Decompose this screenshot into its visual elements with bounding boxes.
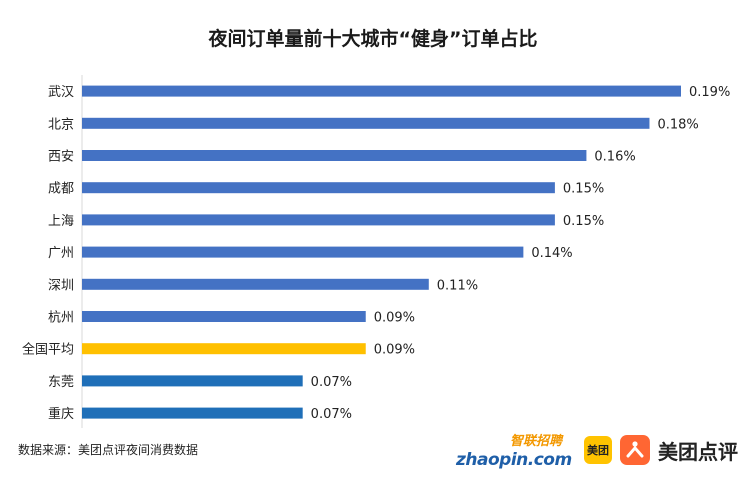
bar (82, 407, 303, 419)
bar (82, 117, 650, 129)
value-label: 0.19% (689, 85, 730, 100)
value-label: 0.15% (563, 182, 604, 197)
zhaopin-cn-text: 智联招聘 (509, 434, 562, 449)
chart-title: 夜间订单量前十大城市“健身”订单占比 (208, 28, 538, 50)
category-label: 东莞 (48, 375, 74, 390)
category-label: 全国平均 (22, 342, 74, 358)
value-label: 0.11% (437, 278, 478, 293)
source-note: 数据来源：美团点评夜间消费数据 (18, 443, 199, 457)
bar (82, 278, 429, 290)
category-label: 武汉 (48, 85, 74, 100)
zhaopin-logo: 智联招聘 zhaopin.com (456, 430, 576, 470)
bar (82, 311, 366, 322)
value-label: 0.07% (311, 407, 352, 422)
category-label: 深圳 (48, 278, 74, 293)
category-label: 西安 (48, 150, 74, 165)
bar (82, 246, 524, 258)
bar (82, 343, 366, 355)
meituan-badge: 美团 (584, 436, 612, 464)
value-label: 0.18% (657, 117, 698, 132)
bar-chart: 武汉 0.19% 北京 0.18% 西安 0.16% 成都 0.15% 上海 0.15% 广州 0.1… (22, 75, 730, 428)
category-label: 杭州 (48, 311, 74, 326)
bar (82, 150, 587, 161)
category-label: 重庆 (48, 406, 74, 422)
brand-name: 美团点评 (658, 439, 738, 464)
value-label: 0.15% (563, 214, 604, 229)
zhaopin-en-text: zhaopin.com (456, 450, 572, 470)
category-label: 广州 (48, 246, 74, 261)
dianping-icon (620, 435, 650, 465)
bar (82, 214, 555, 226)
category-label: 成都 (48, 182, 74, 197)
value-label: 0.09% (374, 311, 415, 326)
value-label: 0.07% (311, 375, 352, 390)
bar (82, 85, 681, 97)
bar (82, 182, 555, 194)
value-label: 0.09% (374, 343, 415, 358)
category-label: 上海 (48, 214, 74, 229)
category-label: 北京 (48, 117, 74, 132)
bar (82, 375, 303, 387)
value-label: 0.14% (531, 246, 572, 261)
value-label: 0.16% (594, 150, 635, 165)
footer-logos: 智联招聘 zhaopin.com 美团 美团点评 (456, 428, 738, 472)
